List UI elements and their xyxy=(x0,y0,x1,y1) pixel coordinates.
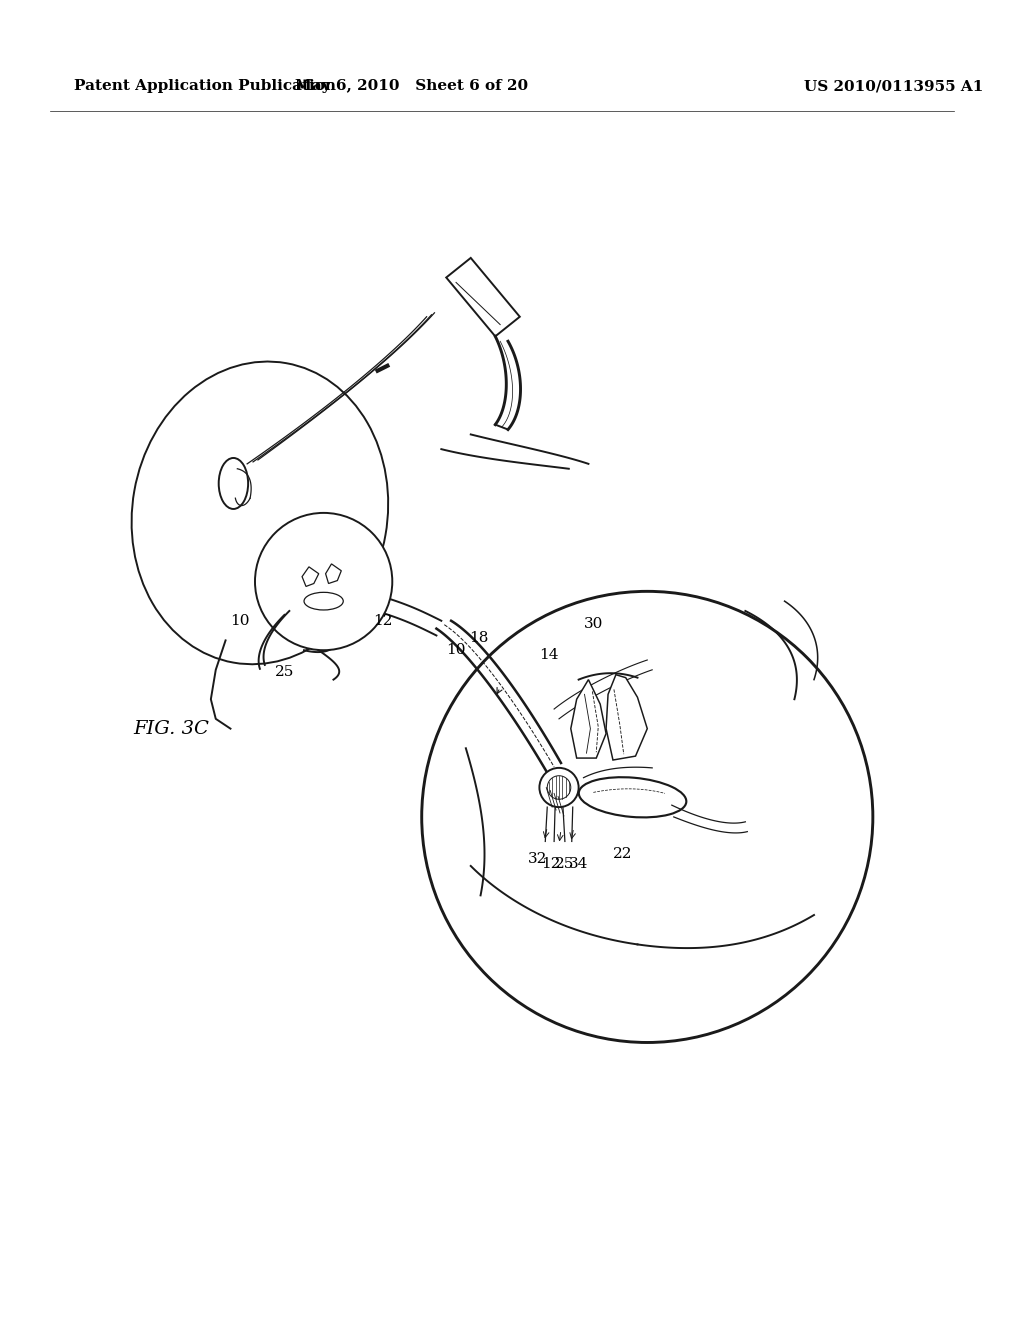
Ellipse shape xyxy=(219,458,248,510)
Circle shape xyxy=(255,513,392,651)
Text: US 2010/0113955 A1: US 2010/0113955 A1 xyxy=(804,79,984,94)
Text: 10: 10 xyxy=(446,643,466,657)
Circle shape xyxy=(540,768,579,807)
Ellipse shape xyxy=(132,362,388,664)
Polygon shape xyxy=(570,680,606,758)
Text: 25: 25 xyxy=(555,857,574,871)
Text: Patent Application Publication: Patent Application Publication xyxy=(74,79,336,94)
Text: 14: 14 xyxy=(540,648,559,663)
Text: 25: 25 xyxy=(274,665,294,678)
Ellipse shape xyxy=(579,777,686,817)
Polygon shape xyxy=(446,257,520,337)
Polygon shape xyxy=(326,564,341,583)
Text: FIG. 3C: FIG. 3C xyxy=(134,719,210,738)
Text: 10: 10 xyxy=(230,614,250,628)
Polygon shape xyxy=(606,675,647,760)
Text: 32: 32 xyxy=(527,853,547,866)
Polygon shape xyxy=(302,566,318,586)
Text: May 6, 2010   Sheet 6 of 20: May 6, 2010 Sheet 6 of 20 xyxy=(295,79,528,94)
Text: 34: 34 xyxy=(569,857,589,871)
Circle shape xyxy=(422,591,872,1043)
Text: 12: 12 xyxy=(542,857,561,871)
Text: 30: 30 xyxy=(584,616,603,631)
Text: 22: 22 xyxy=(613,847,633,861)
Ellipse shape xyxy=(304,593,343,610)
Text: 12: 12 xyxy=(373,614,392,628)
Text: 18: 18 xyxy=(469,631,488,645)
